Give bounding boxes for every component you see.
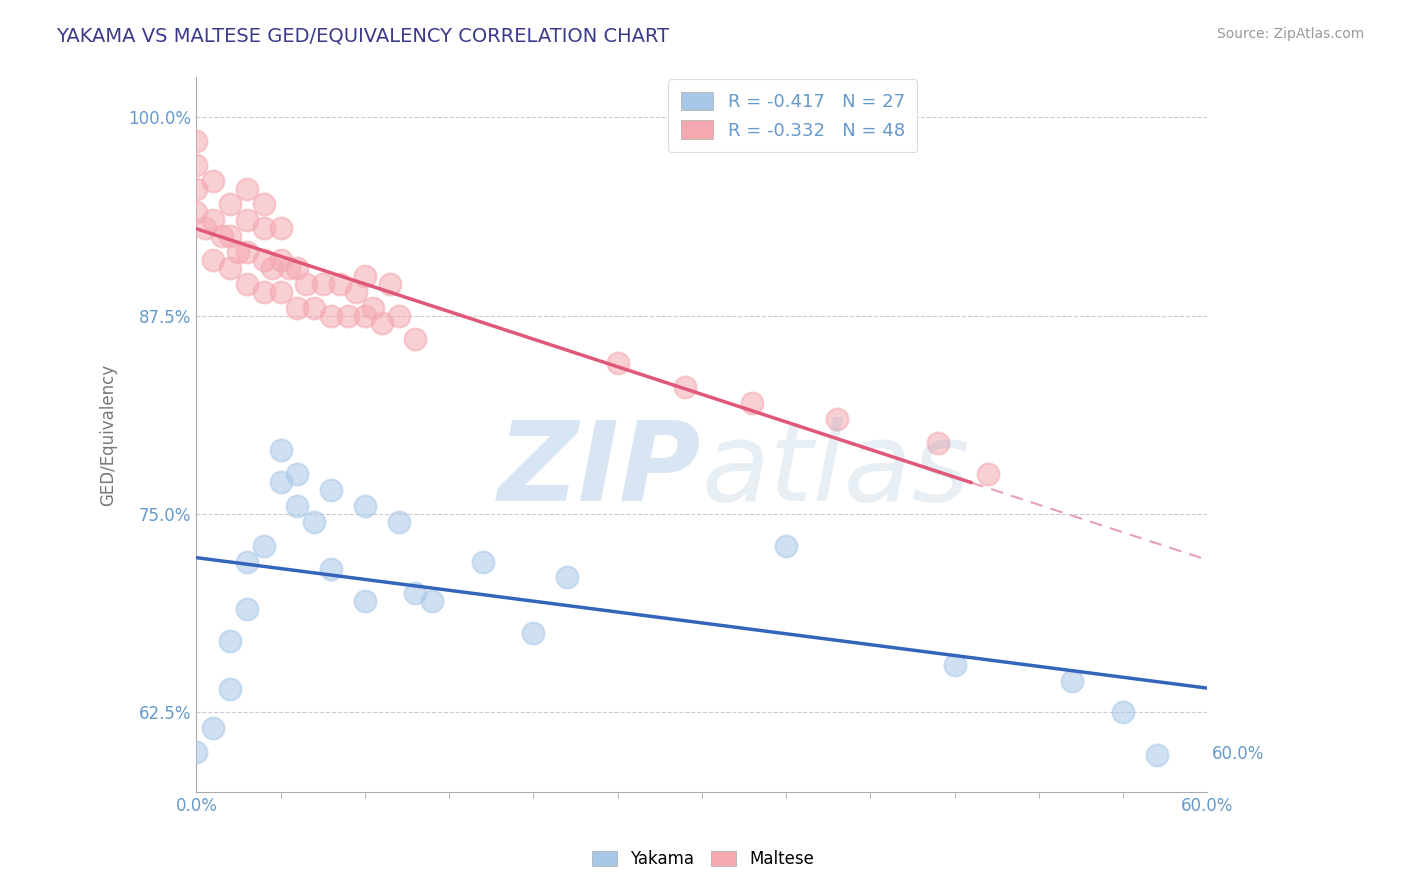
Point [404, 586, 426, 600]
Point [236, 213, 259, 227]
Point [202, 721, 225, 735]
Point [236, 181, 259, 195]
Y-axis label: GED/Equivalency: GED/Equivalency [100, 364, 117, 506]
Point [321, 483, 343, 497]
Point [370, 317, 392, 331]
Point [236, 555, 259, 569]
Point [378, 277, 401, 291]
Point [336, 309, 359, 323]
Point [741, 396, 763, 410]
Point [219, 634, 242, 648]
Text: atlas: atlas [702, 417, 970, 524]
Point [253, 252, 276, 267]
Point [353, 499, 375, 513]
Point [219, 229, 242, 244]
Point [927, 435, 949, 450]
Point [353, 594, 375, 608]
Point [387, 309, 409, 323]
Point [236, 602, 259, 616]
Point [219, 260, 242, 275]
Point [262, 260, 284, 275]
Point [202, 252, 225, 267]
Point [186, 181, 208, 195]
Point [236, 277, 259, 291]
Point [270, 221, 292, 235]
Point [219, 197, 242, 211]
Point [353, 268, 375, 283]
Point [471, 555, 494, 569]
Point [1146, 748, 1168, 763]
Point [1112, 706, 1135, 720]
Point [219, 681, 242, 696]
Point [606, 356, 628, 370]
Point [420, 594, 443, 608]
Point [321, 562, 343, 576]
Point [270, 285, 292, 299]
Text: YAKAMA VS MALTESE GED/EQUIVALENCY CORRELATION CHART: YAKAMA VS MALTESE GED/EQUIVALENCY CORREL… [56, 27, 669, 45]
Point [202, 213, 225, 227]
Point [673, 380, 696, 394]
Point [295, 277, 318, 291]
Point [186, 158, 208, 172]
Point [270, 252, 292, 267]
Legend: R = -0.417   N = 27, R = -0.332   N = 48: R = -0.417 N = 27, R = -0.332 N = 48 [668, 79, 918, 153]
Point [304, 301, 326, 315]
Point [270, 475, 292, 490]
Legend: Yakama, Maltese: Yakama, Maltese [585, 844, 821, 875]
Point [328, 277, 350, 291]
Point [361, 301, 384, 315]
Point [253, 221, 276, 235]
Point [287, 499, 309, 513]
Point [353, 309, 375, 323]
Text: ZIP: ZIP [498, 417, 702, 524]
Point [304, 515, 326, 529]
Point [186, 134, 208, 148]
Point [775, 539, 797, 553]
Point [321, 309, 343, 323]
Point [202, 173, 225, 187]
Point [211, 229, 233, 244]
Point [404, 332, 426, 346]
Point [253, 539, 276, 553]
Point [287, 260, 309, 275]
Point [236, 245, 259, 260]
Point [312, 277, 335, 291]
Point [228, 245, 250, 260]
Point [287, 301, 309, 315]
Point [253, 197, 276, 211]
Point [287, 467, 309, 482]
Point [270, 443, 292, 458]
Point [977, 467, 1000, 482]
Point [387, 515, 409, 529]
Point [1062, 673, 1084, 688]
Point [943, 657, 966, 672]
Text: Source: ZipAtlas.com: Source: ZipAtlas.com [1216, 27, 1364, 41]
Point [186, 205, 208, 219]
Point [278, 260, 301, 275]
Point [194, 221, 217, 235]
Point [253, 285, 276, 299]
Point [186, 745, 208, 759]
Point [825, 411, 848, 425]
Point [522, 626, 544, 640]
Point [555, 570, 578, 584]
Point [344, 285, 367, 299]
